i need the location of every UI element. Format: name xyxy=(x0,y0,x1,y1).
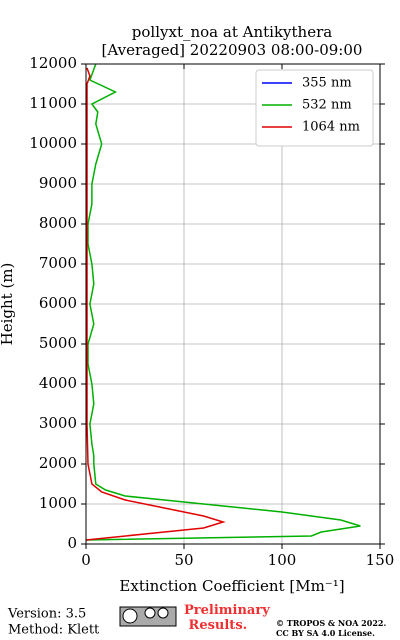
x-tick-label: 0 xyxy=(81,551,91,569)
legend-label: 1064 nm xyxy=(302,120,360,135)
x-tick-label: 150 xyxy=(366,551,395,569)
y-tick-label: 3000 xyxy=(39,414,77,432)
data-line xyxy=(85,67,226,541)
preliminary: Preliminary Results. xyxy=(184,603,270,633)
method: Method: Klett xyxy=(8,623,100,638)
y-tick-label: 2000 xyxy=(39,454,77,472)
x-axis-label: Extinction Coefficient [Mm⁻¹] xyxy=(119,577,344,595)
cc-logo xyxy=(119,606,177,627)
y-tick-label: 6000 xyxy=(39,294,77,312)
x-tick-label: 100 xyxy=(268,551,297,569)
y-tick-label: 9000 xyxy=(39,174,77,192)
legend-label: 532 nm xyxy=(302,98,352,113)
y-tick-label: 0 xyxy=(67,534,77,552)
y-tick-label: 7000 xyxy=(39,254,77,272)
y-tick-label: 12000 xyxy=(29,54,77,72)
chart-title: pollyxt_noa at Antikythera xyxy=(132,23,332,41)
y-axis-label: Height (m) xyxy=(0,263,16,346)
chart-subtitle: [Averaged] 20220903 08:00-09:00 xyxy=(102,41,363,59)
copyright: © TROPOS & NOA 2022. xyxy=(276,618,386,628)
version: Version: 3.5 xyxy=(7,607,86,622)
y-tick-label: 11000 xyxy=(29,94,77,112)
x-tick-label: 50 xyxy=(174,551,193,569)
y-tick-label: 5000 xyxy=(39,334,77,352)
y-tick-label: 4000 xyxy=(39,374,77,392)
license: CC BY SA 4.0 License. xyxy=(276,628,375,638)
plot-frame xyxy=(85,63,381,545)
data-line xyxy=(85,63,361,541)
y-tick-label: 8000 xyxy=(39,214,77,232)
y-tick-label: 1000 xyxy=(39,494,77,512)
y-tick-label: 10000 xyxy=(29,134,77,152)
legend-label: 355 nm xyxy=(302,76,352,91)
